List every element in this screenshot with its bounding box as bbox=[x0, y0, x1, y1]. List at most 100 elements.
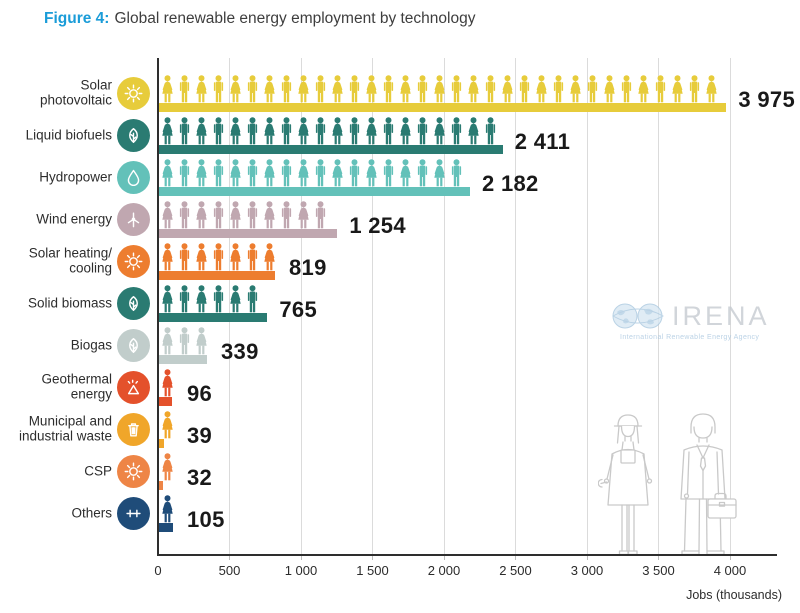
pictogram-bar bbox=[158, 187, 470, 196]
gridline bbox=[729, 58, 731, 555]
man-pictogram-icon bbox=[652, 75, 669, 104]
row-label: Geothermal energy bbox=[41, 371, 112, 402]
woman-pictogram-icon bbox=[295, 201, 312, 230]
man-pictogram-icon bbox=[278, 75, 295, 104]
woman-pictogram-icon bbox=[465, 75, 482, 104]
woman-pictogram-icon bbox=[159, 285, 176, 314]
woman-pictogram-icon bbox=[431, 159, 448, 188]
woman-pictogram-icon bbox=[193, 117, 210, 146]
row-label: Solar photovoltaic bbox=[39, 77, 112, 108]
man-pictogram-icon bbox=[346, 159, 363, 188]
man-pictogram-icon bbox=[414, 159, 431, 188]
woman-pictogram-icon bbox=[329, 117, 346, 146]
tick-label: 3 000 bbox=[570, 563, 604, 578]
man-pictogram-icon bbox=[414, 117, 431, 146]
man-pictogram-icon bbox=[210, 201, 227, 230]
man-pictogram-icon bbox=[312, 201, 329, 230]
woman-pictogram-icon bbox=[159, 369, 176, 398]
woman-pictogram-icon bbox=[159, 159, 176, 188]
woman-pictogram-icon bbox=[193, 243, 210, 272]
tick-mark bbox=[586, 556, 588, 560]
woman-pictogram-icon bbox=[329, 75, 346, 104]
water-drop-icon bbox=[117, 160, 150, 194]
woman-pictogram-icon bbox=[431, 75, 448, 104]
woman-pictogram-icon bbox=[261, 201, 278, 230]
woman-pictogram-icon bbox=[193, 75, 210, 104]
person-pictograms bbox=[159, 75, 720, 104]
person-pictograms bbox=[159, 495, 176, 524]
woman-pictogram-icon bbox=[635, 75, 652, 104]
tick-mark bbox=[658, 556, 659, 560]
man-pictogram-icon bbox=[176, 117, 193, 146]
gridline bbox=[658, 58, 659, 555]
value-label: 39 bbox=[187, 423, 213, 448]
tick-mark bbox=[372, 556, 373, 560]
woman-pictogram-icon bbox=[397, 159, 414, 188]
row-label: Solid biomass bbox=[27, 295, 112, 311]
woman-pictogram-icon bbox=[567, 75, 584, 104]
woman-pictogram-icon bbox=[295, 117, 312, 146]
pictogram-bar bbox=[158, 271, 276, 280]
tick-label: 1 000 bbox=[284, 563, 318, 578]
gridline bbox=[372, 58, 373, 555]
woman-pictogram-icon bbox=[261, 159, 278, 188]
value-label: 3 975 bbox=[738, 87, 795, 112]
man-pictogram-icon bbox=[210, 75, 227, 104]
tick-label: 2 000 bbox=[427, 563, 461, 578]
woman-pictogram-icon bbox=[261, 75, 278, 104]
wind-turbine-icon bbox=[117, 202, 150, 236]
pictogram-bar bbox=[158, 145, 503, 154]
woman-pictogram-icon bbox=[227, 201, 244, 230]
woman-pictogram-icon bbox=[295, 75, 312, 104]
woman-pictogram-icon bbox=[533, 75, 550, 104]
gridline bbox=[515, 58, 516, 555]
value-label: 32 bbox=[187, 465, 213, 490]
leaf-icon bbox=[117, 328, 150, 362]
man-pictogram-icon bbox=[244, 159, 261, 188]
man-pictogram-icon bbox=[176, 285, 193, 314]
woman-pictogram-icon bbox=[227, 75, 244, 104]
man-pictogram-icon bbox=[244, 117, 261, 146]
irena-globes-icon bbox=[612, 303, 665, 329]
tick-mark bbox=[443, 556, 445, 560]
person-pictograms bbox=[159, 201, 329, 230]
woman-pictogram-icon bbox=[431, 117, 448, 146]
man-pictogram-icon bbox=[414, 75, 431, 104]
figure-title: Figure 4: Global renewable energy employm… bbox=[44, 10, 475, 28]
man-pictogram-icon bbox=[244, 201, 261, 230]
pictogram-bar bbox=[158, 523, 173, 532]
man-pictogram-icon bbox=[278, 117, 295, 146]
man-pictogram-icon bbox=[210, 243, 227, 272]
sun-icon bbox=[117, 76, 150, 110]
person-pictograms bbox=[159, 327, 210, 356]
workers-illustration bbox=[598, 413, 737, 556]
person-pictograms bbox=[159, 243, 278, 272]
woman-pictogram-icon bbox=[159, 75, 176, 104]
value-label: 2 182 bbox=[482, 171, 539, 196]
figure-number-label: Figure 4: bbox=[44, 10, 110, 27]
man-pictogram-icon bbox=[584, 75, 601, 104]
row-label: Biogas bbox=[70, 337, 112, 353]
man-pictogram-icon bbox=[482, 75, 499, 104]
man-pictogram-icon bbox=[244, 75, 261, 104]
woman-pictogram-icon bbox=[193, 327, 210, 356]
value-label: 819 bbox=[289, 255, 327, 280]
value-label: 105 bbox=[187, 507, 225, 532]
value-label: 765 bbox=[279, 297, 317, 322]
woman-pictogram-icon bbox=[227, 285, 244, 314]
man-pictogram-icon bbox=[550, 75, 567, 104]
woman-pictogram-icon bbox=[159, 495, 176, 524]
value-label: 339 bbox=[221, 339, 259, 364]
tick-mark bbox=[515, 556, 516, 560]
gridline bbox=[300, 58, 302, 555]
man-pictogram-icon bbox=[210, 285, 227, 314]
man-pictogram-icon bbox=[618, 75, 635, 104]
woman-pictogram-icon bbox=[159, 327, 176, 356]
man-pictogram-icon bbox=[210, 159, 227, 188]
woman-pictogram-icon bbox=[227, 117, 244, 146]
pictogram-bar bbox=[158, 103, 727, 112]
person-pictograms bbox=[159, 369, 176, 398]
woman-pictogram-icon bbox=[227, 243, 244, 272]
row-label: Wind energy bbox=[36, 211, 112, 227]
